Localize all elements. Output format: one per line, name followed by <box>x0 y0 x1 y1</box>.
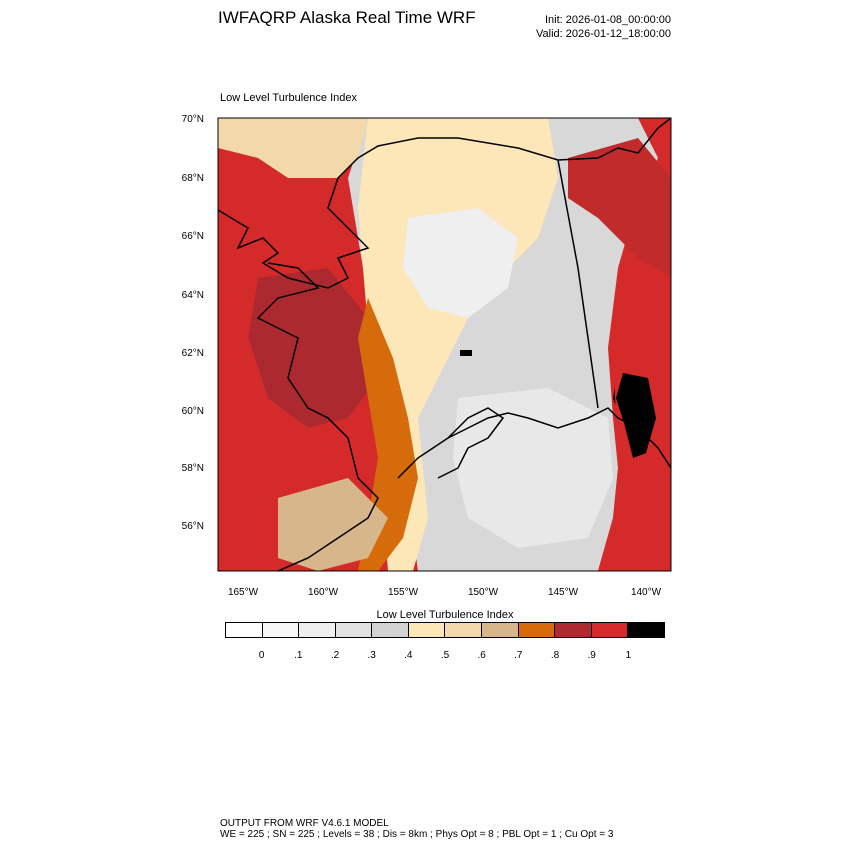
colorbar-label: .3 <box>367 650 376 661</box>
lon-label: 160°W <box>307 587 339 598</box>
colorbar-swatch <box>372 623 409 637</box>
colorbar <box>225 622 665 638</box>
valid-time: Valid: 2026-01-12_18:00:00 <box>536 28 671 40</box>
map-frame <box>217 117 672 572</box>
lat-label: 70°N <box>181 114 204 125</box>
lon-label: 155°W <box>387 587 419 598</box>
colorbar-swatch <box>299 623 336 637</box>
colorbar-swatch <box>408 623 446 637</box>
field-white-interior <box>403 208 518 318</box>
field-red-northeast <box>568 138 671 278</box>
colorbar-label: .4 <box>404 650 413 661</box>
colorbar-swatch <box>262 623 300 637</box>
model-footer: OUTPUT FROM WRF V4.6.1 MODEL WE = 225 ; … <box>220 818 613 840</box>
lat-label: 64°N <box>181 290 204 301</box>
colorbar-swatch <box>482 623 519 637</box>
colorbar-swatch <box>518 623 556 637</box>
colorbar-label: .6 <box>477 650 486 661</box>
colorbar-label: .9 <box>587 650 596 661</box>
coastline-west <box>256 262 379 572</box>
lat-label: 66°N <box>181 231 204 242</box>
field-white-south <box>453 388 613 548</box>
field-darkred-west <box>248 268 378 428</box>
lat-label: 62°N <box>181 348 204 359</box>
field-orange-band <box>358 298 418 571</box>
field-title: Low Level Turbulence Index <box>220 92 357 104</box>
colorbar-label: 0 <box>258 650 265 661</box>
colorbar-title: Low Level Turbulence Index <box>376 609 514 621</box>
lon-label: 140°W <box>630 587 662 598</box>
lat-label: 68°N <box>181 173 204 184</box>
colorbar-swatch <box>591 623 629 637</box>
lat-label: 58°N <box>181 463 204 474</box>
coastline-kenai <box>437 407 505 479</box>
lon-label: 150°W <box>467 587 499 598</box>
colorbar-swatch <box>445 623 483 637</box>
coastlines <box>217 117 672 572</box>
canada-border <box>557 159 599 409</box>
colorbar-swatch <box>226 623 263 637</box>
colorbar-swatch <box>335 623 373 637</box>
colorbar-label: 1 <box>625 650 632 661</box>
coastline-north <box>217 117 672 289</box>
lat-label: 56°N <box>181 521 204 532</box>
field-tan-north <box>218 118 368 178</box>
colorbar-label: .8 <box>550 650 560 661</box>
chart-title: IWFAQRP Alaska Real Time WRF <box>218 8 476 27</box>
lon-label: 145°W <box>547 587 579 598</box>
colorbar-label: .5 <box>440 650 450 661</box>
field-dark-spot <box>460 350 472 356</box>
coastline-south <box>397 407 672 479</box>
lon-label: 165°W <box>227 587 259 598</box>
colorbar-swatch <box>555 623 592 637</box>
lat-label: 60°N <box>181 406 204 417</box>
colorbar-label: .2 <box>330 650 340 661</box>
field-tan-southwest <box>278 478 388 571</box>
init-time: Init: 2026-01-08_00:00:00 <box>545 14 671 26</box>
run-times: Init: 2026-01-08_00:00:00 Valid: 2026-01… <box>536 13 671 41</box>
colorbar-swatch <box>628 623 664 637</box>
footer-line-2: WE = 225 ; SN = 225 ; Levels = 38 ; Dis … <box>220 829 614 840</box>
turbulence-map <box>217 117 672 572</box>
footer-line-1: OUTPUT FROM WRF V4.6.1 MODEL <box>220 818 389 829</box>
colorbar-label: .1 <box>294 650 303 661</box>
colorbar-label: .7 <box>514 650 523 661</box>
